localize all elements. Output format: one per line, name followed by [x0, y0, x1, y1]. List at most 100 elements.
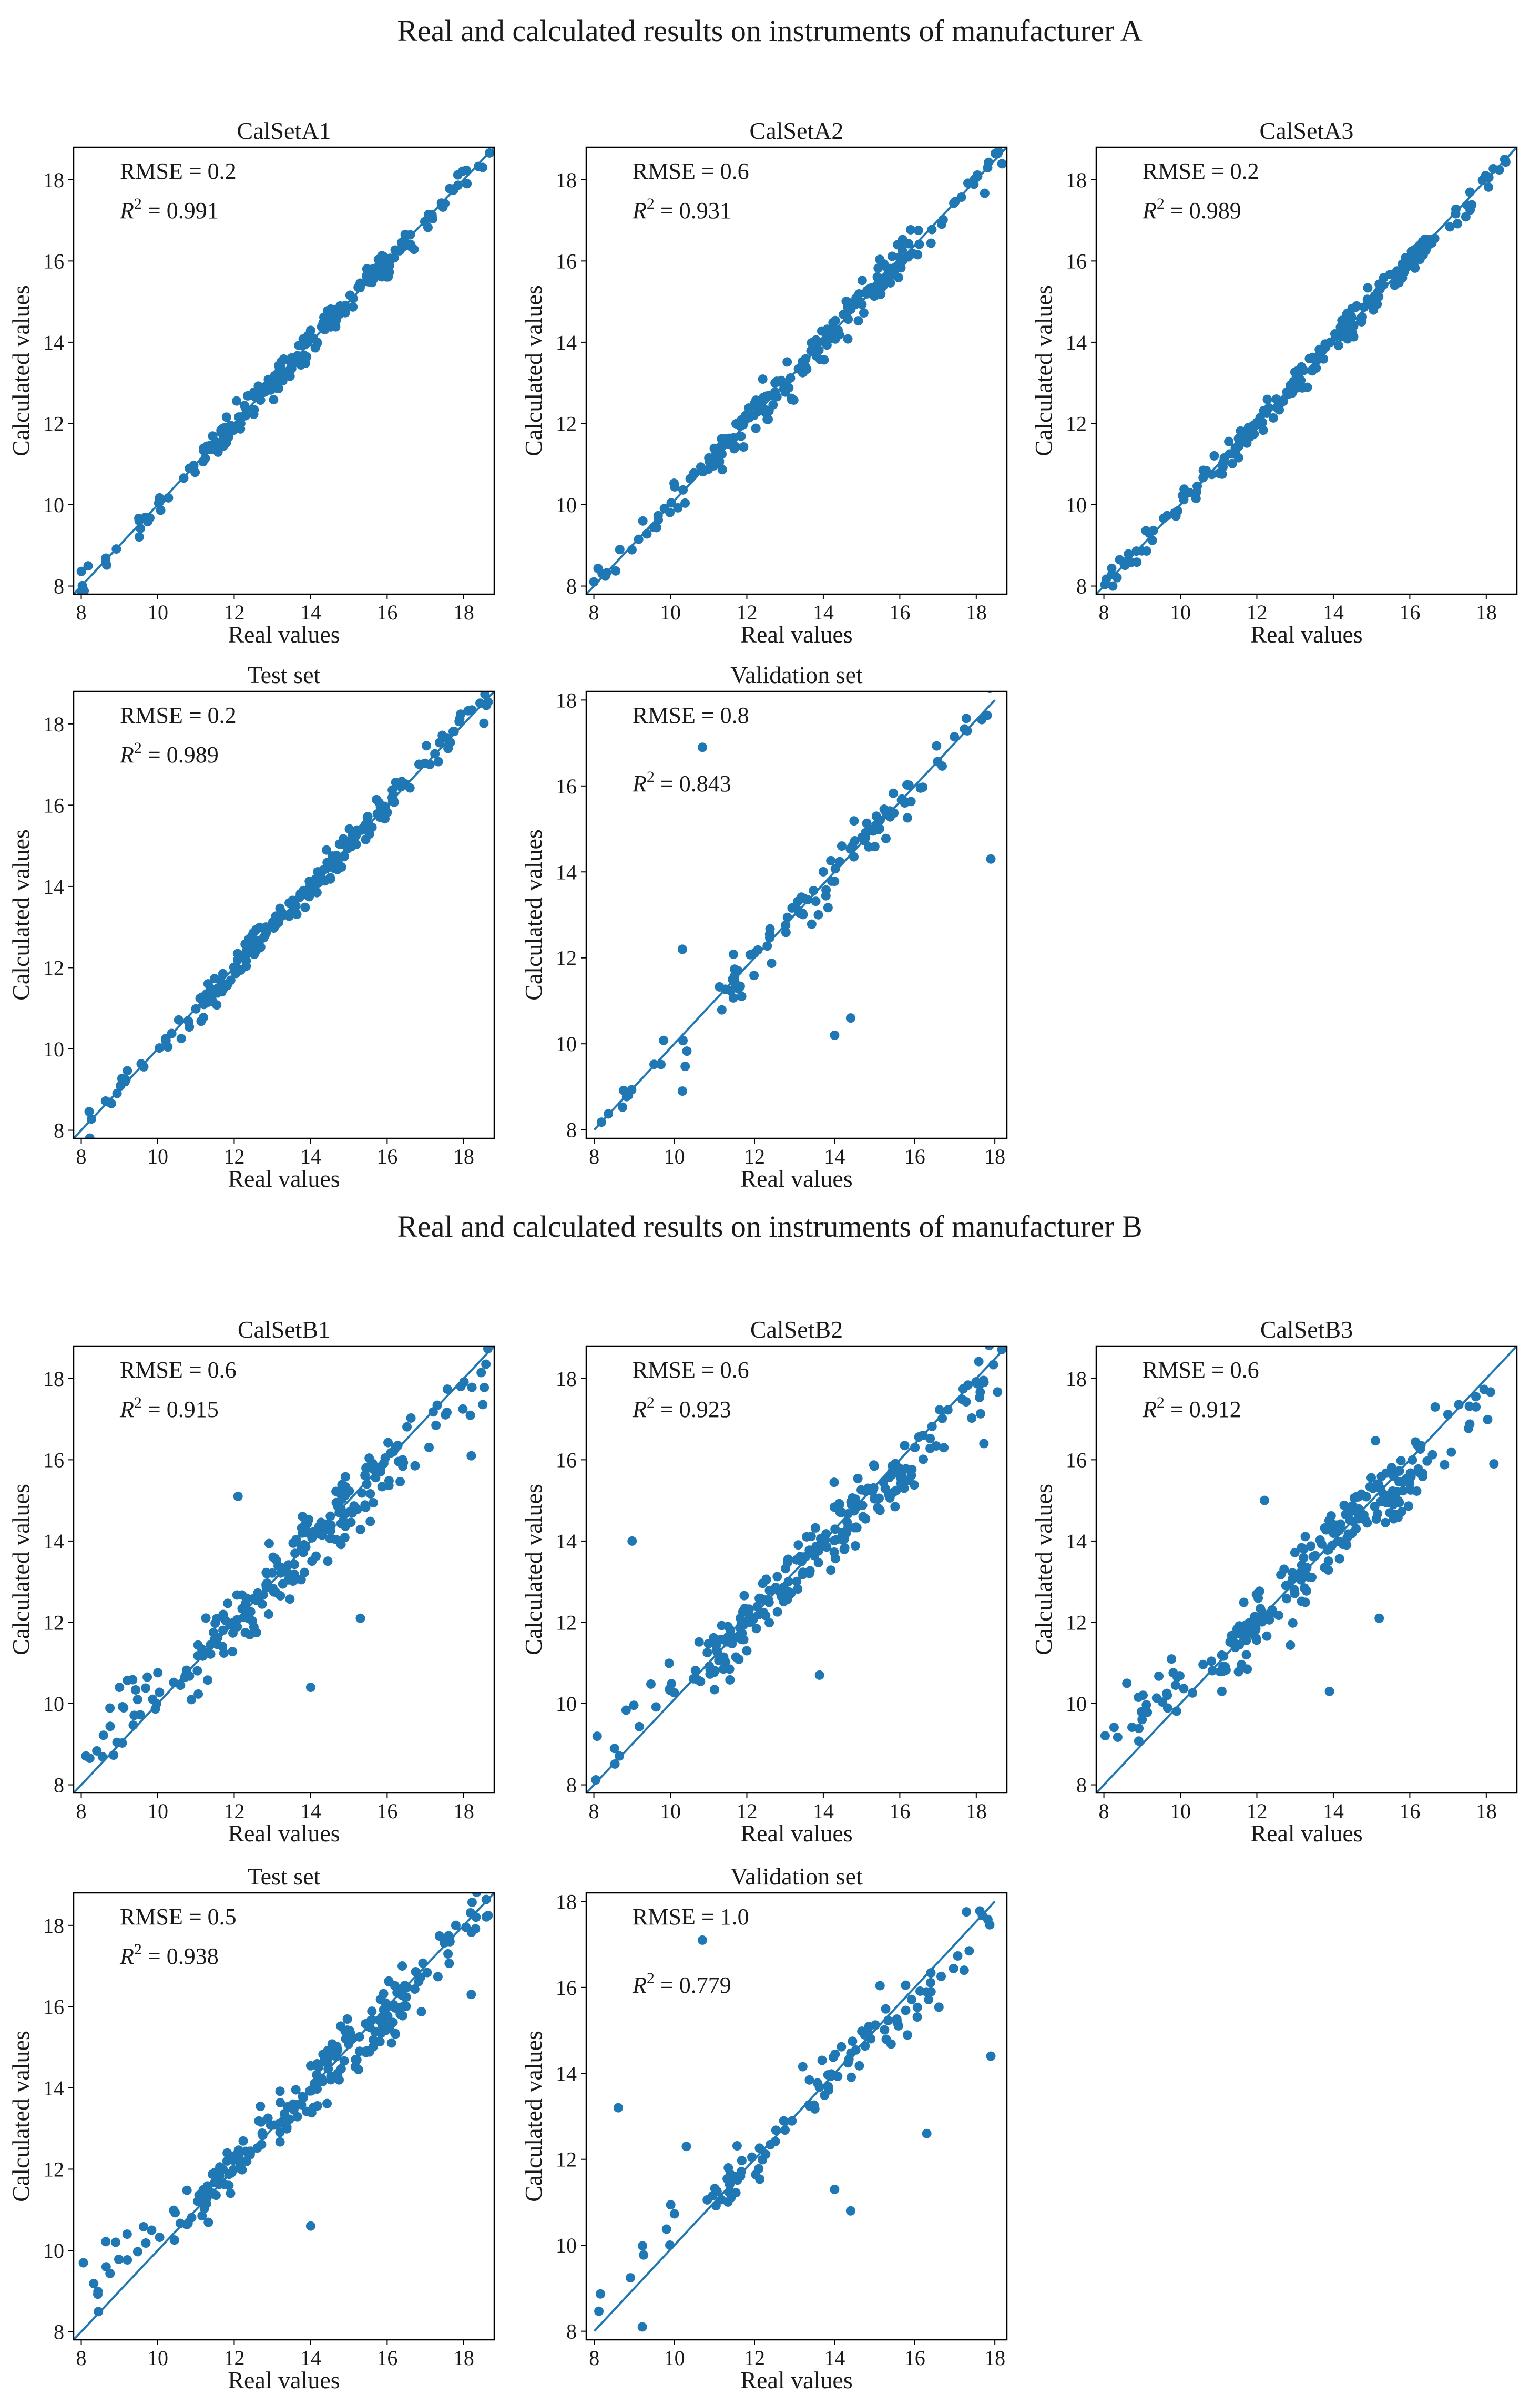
data-point — [1385, 270, 1395, 280]
data-point — [476, 1334, 485, 1344]
data-point — [904, 239, 914, 249]
data-point — [263, 1609, 273, 1619]
data-point — [388, 2017, 398, 2027]
data-point — [381, 2021, 391, 2031]
data-point — [732, 2141, 742, 2151]
data-point — [766, 2139, 776, 2149]
data-point — [810, 1523, 820, 1533]
x-tick-label: 12 — [1246, 600, 1267, 624]
outlier-point — [1374, 1613, 1384, 1623]
data-point — [1179, 495, 1189, 505]
r2-symbol: R — [119, 1397, 134, 1422]
x-tick-label: 18 — [453, 1145, 474, 1168]
data-point — [444, 1959, 454, 1969]
data-point — [1335, 1519, 1345, 1529]
data-point — [950, 732, 960, 742]
data-point — [1242, 1664, 1252, 1674]
data-point — [290, 1548, 300, 1558]
y-tick-label: 14 — [1066, 1530, 1087, 1553]
data-point — [175, 2218, 185, 2228]
data-point — [960, 724, 970, 734]
data-point — [1312, 354, 1322, 364]
data-point — [739, 442, 749, 452]
data-point — [853, 1473, 863, 1483]
panel-title: CalSetA2 — [750, 117, 844, 144]
data-point — [751, 423, 761, 433]
y-tick-label: 18 — [556, 1367, 577, 1391]
data-point — [720, 984, 730, 994]
data-point — [719, 1664, 729, 1674]
outlier-point — [115, 1683, 125, 1693]
data-point — [154, 497, 164, 507]
outlier-point — [677, 1086, 687, 1096]
data-point — [1334, 1554, 1344, 1564]
outlier-point — [122, 2229, 132, 2239]
r2-symbol: R — [632, 1397, 647, 1422]
x-tick-label: 10 — [147, 1799, 168, 1823]
data-point — [861, 1514, 871, 1524]
data-point — [818, 867, 828, 877]
data-point — [383, 1438, 393, 1448]
data-point — [459, 1377, 469, 1387]
data-point — [365, 2023, 375, 2033]
x-tick-label: 14 — [824, 1145, 845, 1168]
data-point — [670, 482, 680, 492]
data-point — [881, 833, 891, 843]
r2-value: = 0.923 — [655, 1397, 731, 1422]
y-axis-label: Calculated values — [520, 829, 547, 1001]
x-tick-label: 18 — [453, 600, 474, 624]
data-point — [346, 841, 356, 851]
r2-value: = 0.989 — [1165, 198, 1241, 223]
data-point — [912, 2012, 922, 2022]
data-point — [829, 1536, 839, 1546]
data-point — [1357, 317, 1366, 327]
data-point — [108, 1750, 118, 1760]
data-point — [830, 2049, 840, 2059]
data-point — [871, 284, 881, 294]
data-point — [338, 1515, 348, 1525]
data-point — [105, 2268, 115, 2278]
data-point — [226, 2188, 236, 2198]
data-point — [722, 2174, 732, 2184]
data-point — [1154, 1671, 1164, 1681]
data-point — [1278, 396, 1288, 406]
data-point — [949, 1963, 958, 1973]
data-point — [1465, 187, 1475, 197]
data-point — [1464, 1423, 1474, 1433]
data-point — [364, 829, 374, 839]
y-axis-label: Calculated values — [1030, 1484, 1057, 1655]
data-point — [1268, 413, 1278, 423]
data-point — [101, 560, 111, 570]
data-point — [355, 1525, 365, 1535]
data-point — [974, 1357, 984, 1367]
data-point — [405, 783, 415, 793]
data-point — [848, 2036, 858, 2046]
data-point — [261, 381, 271, 391]
x-tick-label: 14 — [300, 2346, 321, 2370]
data-point — [772, 1572, 782, 1582]
y-tick-label: 10 — [556, 2234, 577, 2257]
data-point — [337, 1480, 347, 1490]
data-point — [763, 414, 773, 424]
plot-area — [593, 1900, 996, 2332]
axes-frame — [1095, 146, 1518, 595]
data-point — [156, 505, 166, 515]
data-point — [1297, 362, 1307, 372]
data-point — [453, 170, 463, 180]
x-tick-label: 8 — [76, 1145, 87, 1168]
data-point — [270, 371, 280, 381]
outlier-point — [677, 944, 687, 954]
data-point — [201, 1613, 211, 1623]
data-point — [141, 2238, 151, 2248]
data-point — [1162, 511, 1172, 521]
data-point — [1227, 458, 1237, 468]
x-tick-label: 16 — [376, 1799, 397, 1823]
data-point — [1414, 241, 1424, 251]
data-point — [1430, 1402, 1440, 1412]
data-point — [937, 1413, 947, 1423]
y-tick-label: 10 — [1066, 493, 1087, 517]
data-point — [804, 1568, 814, 1578]
data-point — [458, 1404, 468, 1414]
outlier-point — [305, 1683, 315, 1693]
panel-title: Test set — [248, 1863, 321, 1890]
